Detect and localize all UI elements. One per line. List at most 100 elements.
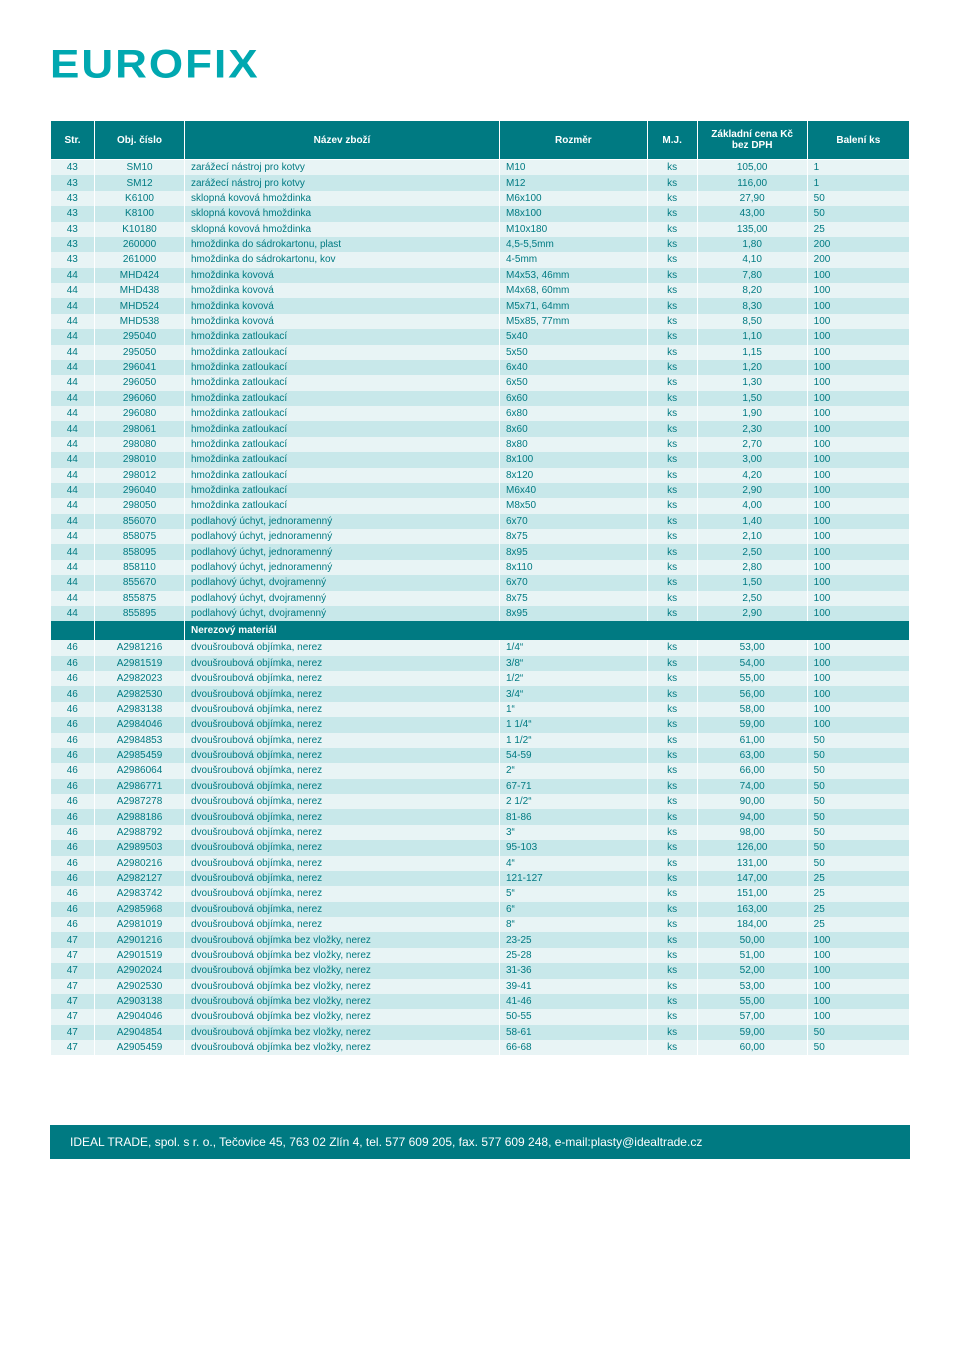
cell-mj: ks — [647, 268, 697, 283]
cell-str: 47 — [51, 979, 95, 994]
cell-mj: ks — [647, 932, 697, 947]
cell-str: 44 — [51, 391, 95, 406]
cell-mj: ks — [647, 575, 697, 590]
col-header-nazev: Název zboží — [185, 121, 500, 160]
cell-baleni: 50 — [807, 809, 909, 824]
cell-mj: ks — [647, 175, 697, 190]
cell-rozmer: 6x60 — [500, 391, 648, 406]
cell-nazev: hmoždinka zatloukací — [185, 452, 500, 467]
table-row: 44298012hmoždinka zatloukací8x120ks4,201… — [51, 468, 910, 483]
cell-nazev: dvoušroubová objímka, nerez — [185, 733, 500, 748]
cell-mj: ks — [647, 544, 697, 559]
cell-cena: 151,00 — [697, 886, 807, 901]
cell-nazev: hmoždinka kovová — [185, 283, 500, 298]
cell-nazev: dvoušroubová objímka bez vložky, nerez — [185, 963, 500, 978]
cell-baleni: 50 — [807, 794, 909, 809]
cell-mj: ks — [647, 160, 697, 176]
table-row: 44855895podlahový úchyt, dvojramenný8x95… — [51, 606, 910, 621]
logo: EUROFIX — [50, 43, 910, 88]
table-row: 43K8100sklopná kovová hmoždinkaM8x100ks4… — [51, 206, 910, 221]
cell-str: 44 — [51, 283, 95, 298]
cell-obj: A2988186 — [95, 809, 185, 824]
cell-obj: A2984853 — [95, 733, 185, 748]
cell-baleni: 200 — [807, 252, 909, 267]
cell-str: 44 — [51, 560, 95, 575]
cell-obj: 856070 — [95, 514, 185, 529]
table-row: 44856070podlahový úchyt, jednoramenný6x7… — [51, 514, 910, 529]
table-body: 43SM10zarážecí nástroj pro kotvyM10ks105… — [51, 160, 910, 1056]
cell-mj: ks — [647, 763, 697, 778]
cell-nazev: dvoušroubová objímka, nerez — [185, 856, 500, 871]
table-row: 46A2987278dvoušroubová objímka, nerez2 1… — [51, 794, 910, 809]
price-table: Str.Obj. čísloNázev zbožíRozměrM.J.Zákla… — [50, 120, 910, 1055]
cell-str: 47 — [51, 1040, 95, 1055]
cell-str: 44 — [51, 529, 95, 544]
cell-mj: ks — [647, 345, 697, 360]
cell-mj: ks — [647, 360, 697, 375]
cell-nazev: dvoušroubová objímka, nerez — [185, 671, 500, 686]
cell-str: 46 — [51, 825, 95, 840]
cell-obj: 296050 — [95, 375, 185, 390]
col-header-obj: Obj. číslo — [95, 121, 185, 160]
cell-obj: A2982127 — [95, 871, 185, 886]
cell-baleni: 1 — [807, 175, 909, 190]
cell-str: 43 — [51, 191, 95, 206]
cell-baleni: 100 — [807, 268, 909, 283]
cell-str: 46 — [51, 763, 95, 778]
col-header-baleni: Balení ks — [807, 121, 909, 160]
cell-mj: ks — [647, 1040, 697, 1055]
cell-mj: ks — [647, 452, 697, 467]
table-row: 44296041hmoždinka zatloukací6x40ks1,2010… — [51, 360, 910, 375]
table-row: 44MHD438hmoždinka kovováM4x68, 60mmks8,2… — [51, 283, 910, 298]
cell-cena: 60,00 — [697, 1040, 807, 1055]
cell-str: 46 — [51, 733, 95, 748]
cell-rozmer: M4x68, 60mm — [500, 283, 648, 298]
cell-str: 44 — [51, 498, 95, 513]
cell-str: 46 — [51, 809, 95, 824]
cell-mj: ks — [647, 329, 697, 344]
cell-str: 44 — [51, 298, 95, 313]
cell-cena: 1,15 — [697, 345, 807, 360]
cell-nazev: hmoždinka zatloukací — [185, 437, 500, 452]
cell-baleni: 100 — [807, 406, 909, 421]
cell-cena: 1,80 — [697, 237, 807, 252]
cell-obj: A2988792 — [95, 825, 185, 840]
cell-rozmer: 6“ — [500, 902, 648, 917]
cell-rozmer: 5“ — [500, 886, 648, 901]
cell-cena: 2,70 — [697, 437, 807, 452]
cell-baleni: 100 — [807, 717, 909, 732]
table-row: 43260000hmoždinka do sádrokartonu, plast… — [51, 237, 910, 252]
footer: IDEAL TRADE, spol. s r. o., Tečovice 45,… — [50, 1125, 910, 1159]
cell-mj: ks — [647, 314, 697, 329]
cell-str: 43 — [51, 175, 95, 190]
table-row: 44855670podlahový úchyt, dvojramenný6x70… — [51, 575, 910, 590]
cell-obj: A2981216 — [95, 640, 185, 655]
cell-str: 46 — [51, 640, 95, 655]
cell-obj: 296060 — [95, 391, 185, 406]
cell-baleni: 100 — [807, 375, 909, 390]
cell-rozmer: 2“ — [500, 763, 648, 778]
cell-baleni: 25 — [807, 871, 909, 886]
cell-rozmer: M6x40 — [500, 483, 648, 498]
cell-rozmer: 50-55 — [500, 1009, 648, 1024]
cell-baleni: 100 — [807, 498, 909, 513]
section-title: Nerezový materiál — [185, 621, 910, 640]
cell-cena: 98,00 — [697, 825, 807, 840]
cell-str: 44 — [51, 375, 95, 390]
cell-nazev: dvoušroubová objímka, nerez — [185, 702, 500, 717]
cell-rozmer: 3“ — [500, 825, 648, 840]
cell-str: 44 — [51, 437, 95, 452]
cell-baleni: 50 — [807, 779, 909, 794]
col-header-rozmer: Rozměr — [500, 121, 648, 160]
cell-baleni: 100 — [807, 656, 909, 671]
cell-obj: 295050 — [95, 345, 185, 360]
cell-nazev: dvoušroubová objímka, nerez — [185, 686, 500, 701]
table-row: 44858075podlahový úchyt, jednoramenný8x7… — [51, 529, 910, 544]
cell-baleni: 100 — [807, 560, 909, 575]
cell-baleni: 50 — [807, 1025, 909, 1040]
cell-obj: K6100 — [95, 191, 185, 206]
cell-rozmer: M12 — [500, 175, 648, 190]
cell-baleni: 100 — [807, 544, 909, 559]
cell-mj: ks — [647, 656, 697, 671]
cell-obj: A2981019 — [95, 917, 185, 932]
